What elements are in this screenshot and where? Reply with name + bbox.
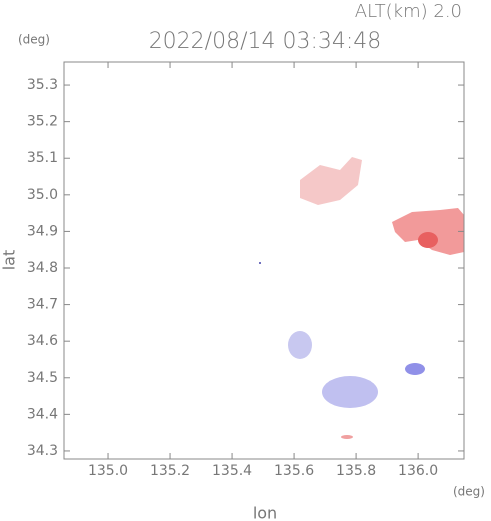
chart-title: 2022/08/14 03:34:48 <box>149 29 382 54</box>
x-unit: (deg) <box>453 485 485 499</box>
x-tick-label: 135.6 <box>274 463 314 479</box>
y-tick-label: 35.3 <box>27 77 58 93</box>
echo <box>341 435 353 439</box>
plot-frame <box>63 61 465 460</box>
y-tick-label: 35.0 <box>27 187 58 203</box>
x-tick-label: 135.0 <box>88 463 128 479</box>
x-axis-label: lon <box>253 504 277 521</box>
y-tick-label: 35.2 <box>27 114 58 130</box>
echo <box>288 331 312 359</box>
echo <box>322 376 378 408</box>
y-tick-label: 35.1 <box>27 150 58 166</box>
echo <box>392 208 464 255</box>
y-tick-label: 34.9 <box>27 223 58 239</box>
x-tick-label: 135.4 <box>212 463 252 479</box>
y-tick-label: 34.4 <box>27 406 58 422</box>
y-unit: (deg) <box>18 33 50 47</box>
y-tick-label: 34.8 <box>27 260 58 276</box>
y-tick-label: 34.7 <box>27 297 58 313</box>
x-tick-label: 135.2 <box>150 463 190 479</box>
y-tick-label: 34.5 <box>27 370 58 386</box>
y-tick-label: 34.6 <box>27 333 58 349</box>
x-tick-label: 136.0 <box>398 463 438 479</box>
echo <box>405 363 425 375</box>
echo <box>259 262 261 264</box>
x-tick-label: 135.8 <box>336 463 376 479</box>
y-axis-label: lat <box>0 250 19 271</box>
echoes <box>259 157 464 439</box>
echo <box>300 157 362 205</box>
echo <box>418 232 438 248</box>
altitude: ALT(km) 2.0 <box>355 1 462 22</box>
y-tick-label: 34.3 <box>27 443 58 459</box>
